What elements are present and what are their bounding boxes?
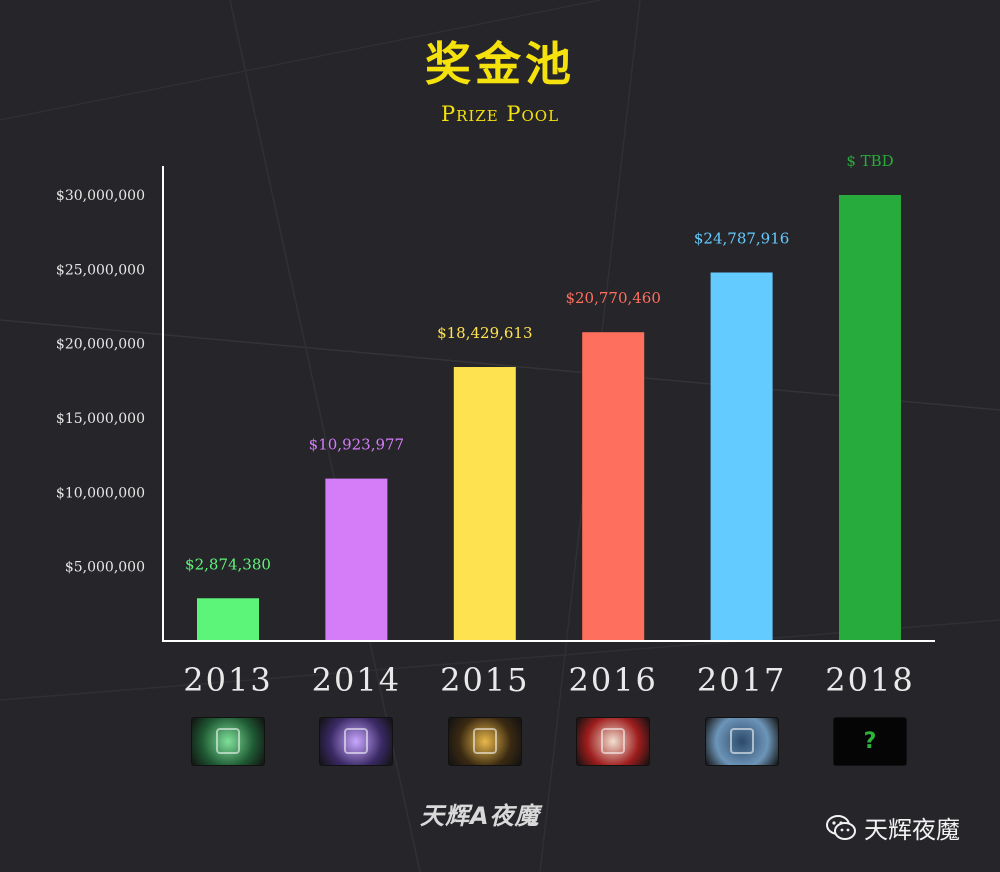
x-tick-label: 2014 [312, 661, 401, 699]
emblem [472, 728, 497, 754]
data-label-2016: $20,770,460 [565, 289, 660, 307]
y-tick-label: $30,000,000 [56, 188, 145, 204]
emblem [344, 728, 369, 754]
x-tick-label: 2013 [183, 661, 272, 699]
data-label-2018: $ TBD [846, 152, 893, 170]
data-label-2015: $18,429,613 [437, 324, 532, 342]
wechat-account-name: 天辉夜魔 [864, 816, 960, 844]
emblem [601, 728, 626, 754]
chart-title: 奖金池 [425, 37, 575, 91]
bar-2016 [582, 332, 645, 641]
bar-2013 [197, 598, 259, 641]
unknown-question-icon: ? [834, 718, 906, 765]
chart-subtitle: Prize Pool [440, 102, 560, 126]
x-tick-label: 2018 [825, 661, 914, 699]
x-tick-label: 2016 [568, 661, 657, 699]
bars [197, 195, 901, 641]
y-tick-label: $10,000,000 [56, 485, 145, 501]
question-mark: ? [863, 729, 877, 754]
bar-2015 [453, 367, 516, 641]
compendium-gold-icon [448, 718, 521, 765]
wechat-icon [826, 814, 856, 840]
data-label-2014: $10,923,977 [309, 436, 404, 454]
y-tick-label: $20,000,000 [56, 337, 145, 353]
emblem [729, 728, 754, 754]
y-axis-ticks: $5,000,000 $10,000,000 $15,000,000 $20,000,… [56, 188, 145, 576]
x-tick-label: 2017 [697, 661, 786, 699]
x-tick-label: 2015 [440, 661, 529, 699]
battle-pass-shield-icon [705, 718, 778, 765]
x-axis-ticks: 2013 2014 2015 2016 2017 2018 [183, 661, 914, 699]
bar-2017 [710, 272, 773, 641]
bar-2018 [839, 195, 901, 641]
wechat-watermark: 天辉夜魔 [824, 810, 960, 845]
dota-logo-red-icon [577, 718, 650, 765]
brand-logo: 天辉A夜魔 [420, 802, 540, 830]
y-tick-label: $5,000,000 [65, 560, 145, 576]
compendium-green-icon [192, 718, 264, 765]
compendium-purple-icon [320, 718, 393, 765]
data-label-2017: $24,787,916 [694, 229, 789, 247]
y-tick-label: $15,000,000 [56, 411, 145, 427]
data-labels: $2,874,380 $10,923,977 $18,429,613 $20,770,… [185, 152, 894, 573]
bar-2014 [325, 478, 388, 641]
data-label-2013: $2,874,380 [185, 555, 271, 573]
emblem [216, 728, 240, 754]
y-tick-label: $25,000,000 [56, 262, 145, 278]
